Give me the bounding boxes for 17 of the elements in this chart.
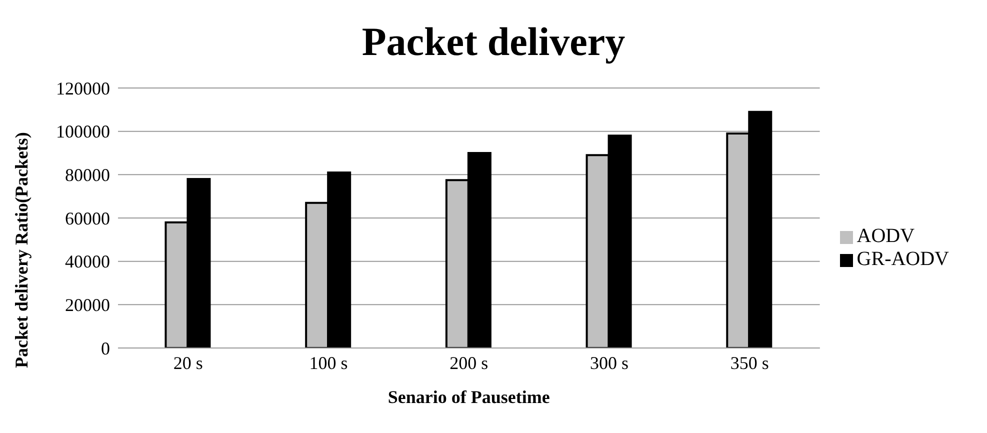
y-tick-label: 20000 bbox=[65, 295, 110, 316]
legend-label: GR-AODV bbox=[856, 248, 949, 270]
x-tick-label: 350 s bbox=[730, 352, 769, 373]
x-axis-title: Senario of Pausetime bbox=[388, 387, 550, 407]
y-tick-label: 120000 bbox=[56, 78, 110, 98]
x-tick-label: 200 s bbox=[450, 352, 488, 373]
x-tick-label: 300 s bbox=[590, 352, 629, 373]
y-tick-label: 40000 bbox=[65, 252, 110, 272]
y-tick-label: 100000 bbox=[56, 122, 110, 142]
legend-label: AODV bbox=[856, 225, 915, 247]
x-tick-label: 100 s bbox=[309, 352, 348, 373]
y-axis-title: Packet delivery Ratio(Packets) bbox=[11, 132, 32, 368]
chart-title: Packet delivery bbox=[360, 18, 626, 66]
y-tick-label: 60000 bbox=[65, 208, 110, 228]
y-tick-label: 80000 bbox=[65, 165, 110, 186]
y-tick-label: 0 bbox=[101, 338, 110, 358]
x-tick-label: 20 s bbox=[173, 352, 203, 373]
